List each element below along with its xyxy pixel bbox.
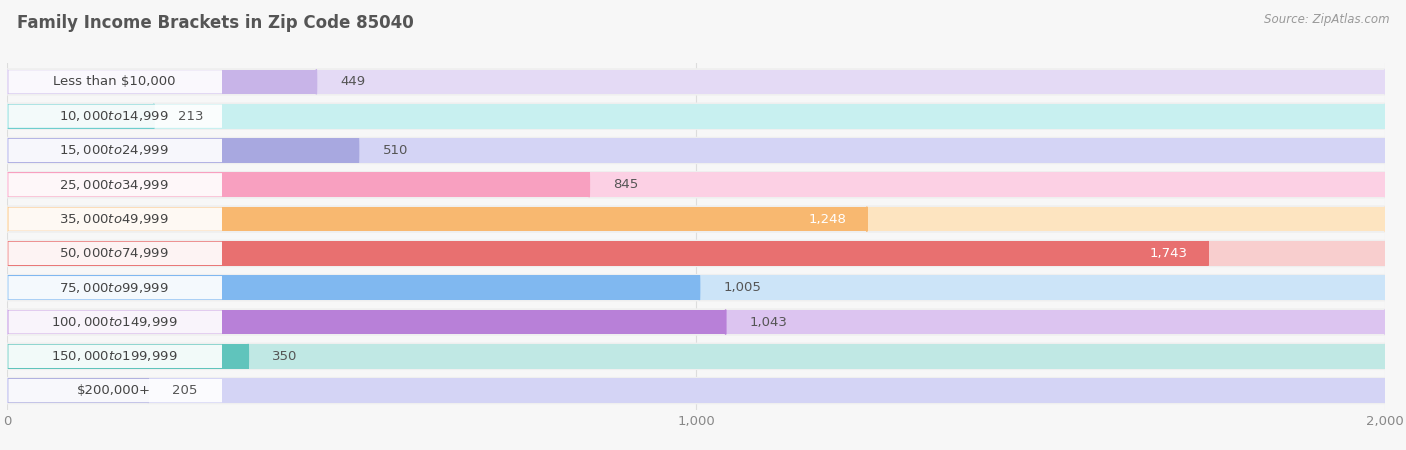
Text: 205: 205 [173, 384, 198, 397]
FancyBboxPatch shape [8, 70, 222, 94]
Text: 1,743: 1,743 [1149, 247, 1187, 260]
Text: 1,248: 1,248 [808, 212, 846, 225]
FancyBboxPatch shape [7, 137, 1385, 164]
FancyBboxPatch shape [7, 342, 1385, 370]
Text: 449: 449 [340, 75, 366, 88]
FancyBboxPatch shape [8, 276, 222, 299]
Text: $150,000 to $199,999: $150,000 to $199,999 [51, 349, 177, 363]
FancyBboxPatch shape [8, 310, 222, 334]
Bar [7, 104, 153, 129]
Bar [7, 138, 1385, 163]
FancyBboxPatch shape [7, 274, 1385, 302]
Text: $10,000 to $14,999: $10,000 to $14,999 [59, 109, 169, 123]
Bar [7, 378, 1385, 403]
Text: Less than $10,000: Less than $10,000 [52, 75, 176, 88]
Text: $100,000 to $149,999: $100,000 to $149,999 [51, 315, 177, 329]
Text: 510: 510 [382, 144, 408, 157]
Text: Source: ZipAtlas.com: Source: ZipAtlas.com [1264, 14, 1389, 27]
Bar [7, 310, 1385, 334]
Bar [7, 69, 316, 94]
Bar [7, 275, 699, 300]
Bar [7, 310, 725, 334]
Bar [7, 378, 148, 403]
Bar [7, 104, 1385, 129]
FancyBboxPatch shape [7, 308, 1385, 336]
Bar [7, 207, 868, 231]
FancyBboxPatch shape [7, 68, 1385, 95]
Text: $25,000 to $34,999: $25,000 to $34,999 [59, 178, 169, 192]
Bar [7, 172, 1385, 197]
Bar [7, 172, 589, 197]
FancyBboxPatch shape [8, 379, 222, 402]
Text: 213: 213 [179, 110, 204, 123]
Bar [7, 138, 359, 163]
Bar [7, 344, 249, 369]
Text: $50,000 to $74,999: $50,000 to $74,999 [59, 247, 169, 261]
FancyBboxPatch shape [7, 171, 1385, 198]
Bar [7, 69, 1385, 94]
FancyBboxPatch shape [7, 377, 1385, 405]
Bar [7, 241, 1208, 266]
FancyBboxPatch shape [8, 207, 222, 231]
Text: Family Income Brackets in Zip Code 85040: Family Income Brackets in Zip Code 85040 [17, 14, 413, 32]
FancyBboxPatch shape [7, 103, 1385, 130]
FancyBboxPatch shape [8, 242, 222, 265]
Bar [7, 275, 1385, 300]
FancyBboxPatch shape [8, 345, 222, 368]
FancyBboxPatch shape [8, 173, 222, 197]
Text: $75,000 to $99,999: $75,000 to $99,999 [59, 281, 169, 295]
Text: $35,000 to $49,999: $35,000 to $49,999 [59, 212, 169, 226]
Text: $15,000 to $24,999: $15,000 to $24,999 [59, 144, 169, 158]
Bar [7, 241, 1385, 266]
Text: 1,043: 1,043 [749, 315, 787, 328]
FancyBboxPatch shape [8, 104, 222, 128]
FancyBboxPatch shape [8, 139, 222, 162]
Bar [7, 207, 1385, 231]
FancyBboxPatch shape [7, 240, 1385, 267]
Text: 845: 845 [613, 178, 638, 191]
Bar [7, 344, 1385, 369]
Text: $200,000+: $200,000+ [77, 384, 150, 397]
Text: 350: 350 [273, 350, 298, 363]
FancyBboxPatch shape [7, 205, 1385, 233]
Text: 1,005: 1,005 [724, 281, 762, 294]
